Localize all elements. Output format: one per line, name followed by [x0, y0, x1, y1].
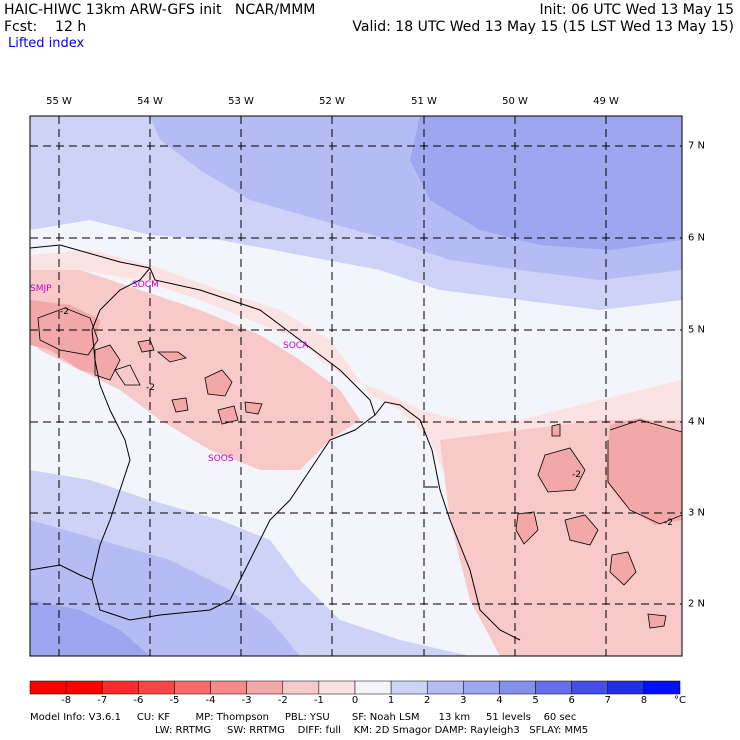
colorbar-segment	[101, 680, 139, 695]
contour-cell	[564, 514, 599, 546]
colorbar-tick-label: -3	[241, 695, 252, 706]
border-suriname-french-guiana	[30, 414, 376, 621]
contour-line	[607, 419, 682, 525]
colorbar-segment	[29, 680, 67, 695]
colorbar-tick-label: -1	[313, 695, 324, 706]
colorbar-tick-label: -4	[205, 695, 216, 706]
field-name: Lifted index	[8, 36, 85, 51]
valid-time: Valid: 18 UTC Wed 13 May 15 (15 LST Wed …	[352, 19, 734, 35]
field-blue-dark-south	[30, 600, 150, 656]
colorbar-segment	[65, 680, 103, 695]
colorbar-tick-label: 7	[604, 695, 611, 706]
lat-label: 3 N	[688, 507, 706, 519]
lon-label: 53 W	[228, 96, 254, 107]
contour-cell	[551, 423, 561, 437]
colorbar-segment	[246, 680, 284, 695]
station-label: SOCA	[283, 341, 309, 351]
colorbar-segment	[643, 680, 681, 695]
contour-cell	[37, 307, 99, 356]
colorbar-segment	[426, 680, 464, 695]
contour-cell	[609, 551, 637, 586]
colorbar-tick-label: 4	[496, 695, 503, 706]
field-pink-mid-west	[30, 270, 360, 470]
forecast-hour: Fcst: 12 h	[4, 19, 87, 35]
colorbar-tick-label: 0	[351, 695, 359, 706]
colorbar-tick-label: -6	[133, 695, 144, 706]
colorbar-tick-label: 6	[568, 695, 575, 706]
colorbar-segment	[174, 680, 211, 695]
colorbar-tick-label: 1	[387, 695, 395, 706]
colorbar-tick-label: -2	[277, 695, 288, 706]
contour-cell	[515, 511, 539, 545]
station-label: SOOS	[208, 454, 234, 464]
contour-cell	[217, 405, 239, 425]
contour-cell	[647, 613, 667, 629]
field-blue-dark-north	[410, 116, 682, 250]
model-info-line2: LW: RRTMG SW: RRTMG DIFF: full KM: 2D Sm…	[155, 725, 589, 736]
lon-label: 50 W	[502, 96, 528, 107]
lat-label: 4 N	[688, 416, 706, 428]
colorbar-tick-label: -8	[61, 695, 72, 706]
colorbar-segment	[390, 680, 428, 695]
field-pink-dark-east	[605, 418, 682, 525]
colorbar-tick-label: 2	[424, 695, 431, 706]
contour-cell	[156, 351, 187, 363]
lon-label: 52 W	[319, 96, 345, 107]
colorbar	[29, 680, 681, 695]
contour-lines	[114, 364, 682, 525]
lon-label: 55 W	[46, 96, 72, 107]
contour-cell	[171, 397, 189, 413]
colorbar-segment	[571, 680, 609, 695]
model-info-line1: Model Info: V3.6.1 CU: KF MP: Thompson P…	[30, 712, 577, 723]
map-frame	[29, 115, 683, 657]
contour-label: -2	[146, 383, 155, 393]
contour-cell	[244, 401, 263, 415]
lon-label: 49 W	[593, 96, 619, 107]
graticule	[30, 116, 682, 656]
colorbar-segment	[607, 680, 645, 695]
lon-label: 51 W	[411, 96, 437, 107]
colorbar-segment	[354, 680, 392, 695]
colorbar-segment	[138, 680, 175, 695]
contour-label: -2	[664, 518, 673, 528]
coastlines-borders	[30, 244, 521, 641]
contour-label: -2	[60, 307, 69, 317]
init-time: Init: 06 UTC Wed 13 May 15	[539, 2, 734, 18]
colorbar-tick-label: 5	[532, 695, 539, 706]
contour-label: -2	[572, 470, 581, 480]
lat-label: 6 N	[688, 232, 706, 244]
colorbar-segment	[463, 680, 500, 695]
colorbar-unit: °C	[674, 695, 686, 706]
colorbar-tick-label: 3	[460, 695, 467, 706]
colorbar-tick-label: -5	[169, 695, 180, 706]
contour-line	[114, 364, 141, 386]
colorbar-tick-label: -7	[97, 695, 108, 706]
colorbar-tick-label: 8	[640, 695, 648, 706]
lat-label: 7 N	[688, 140, 706, 152]
filled-field	[30, 116, 682, 656]
contour-line	[537, 447, 586, 493]
lat-label: 5 N	[688, 324, 706, 336]
lon-label: 54 W	[137, 96, 163, 107]
lat-label: 2 N	[688, 598, 706, 610]
station-label: SMJP	[30, 284, 52, 294]
model-title: HAIC-HIWC 13km ARW-GFS init NCAR/MMM	[4, 2, 316, 18]
colorbar-segment	[318, 680, 356, 695]
colorbar-segment	[535, 680, 572, 695]
colorbar-segment	[282, 680, 320, 695]
colorbar-segment	[210, 680, 247, 695]
field-pink-dark-cell	[538, 448, 585, 492]
border-suriname-guyana	[91, 267, 151, 581]
station-label: SOCM	[132, 280, 159, 290]
colorbar-segment	[499, 680, 536, 695]
contour-cells	[37, 307, 667, 629]
contour-cell	[204, 369, 233, 397]
